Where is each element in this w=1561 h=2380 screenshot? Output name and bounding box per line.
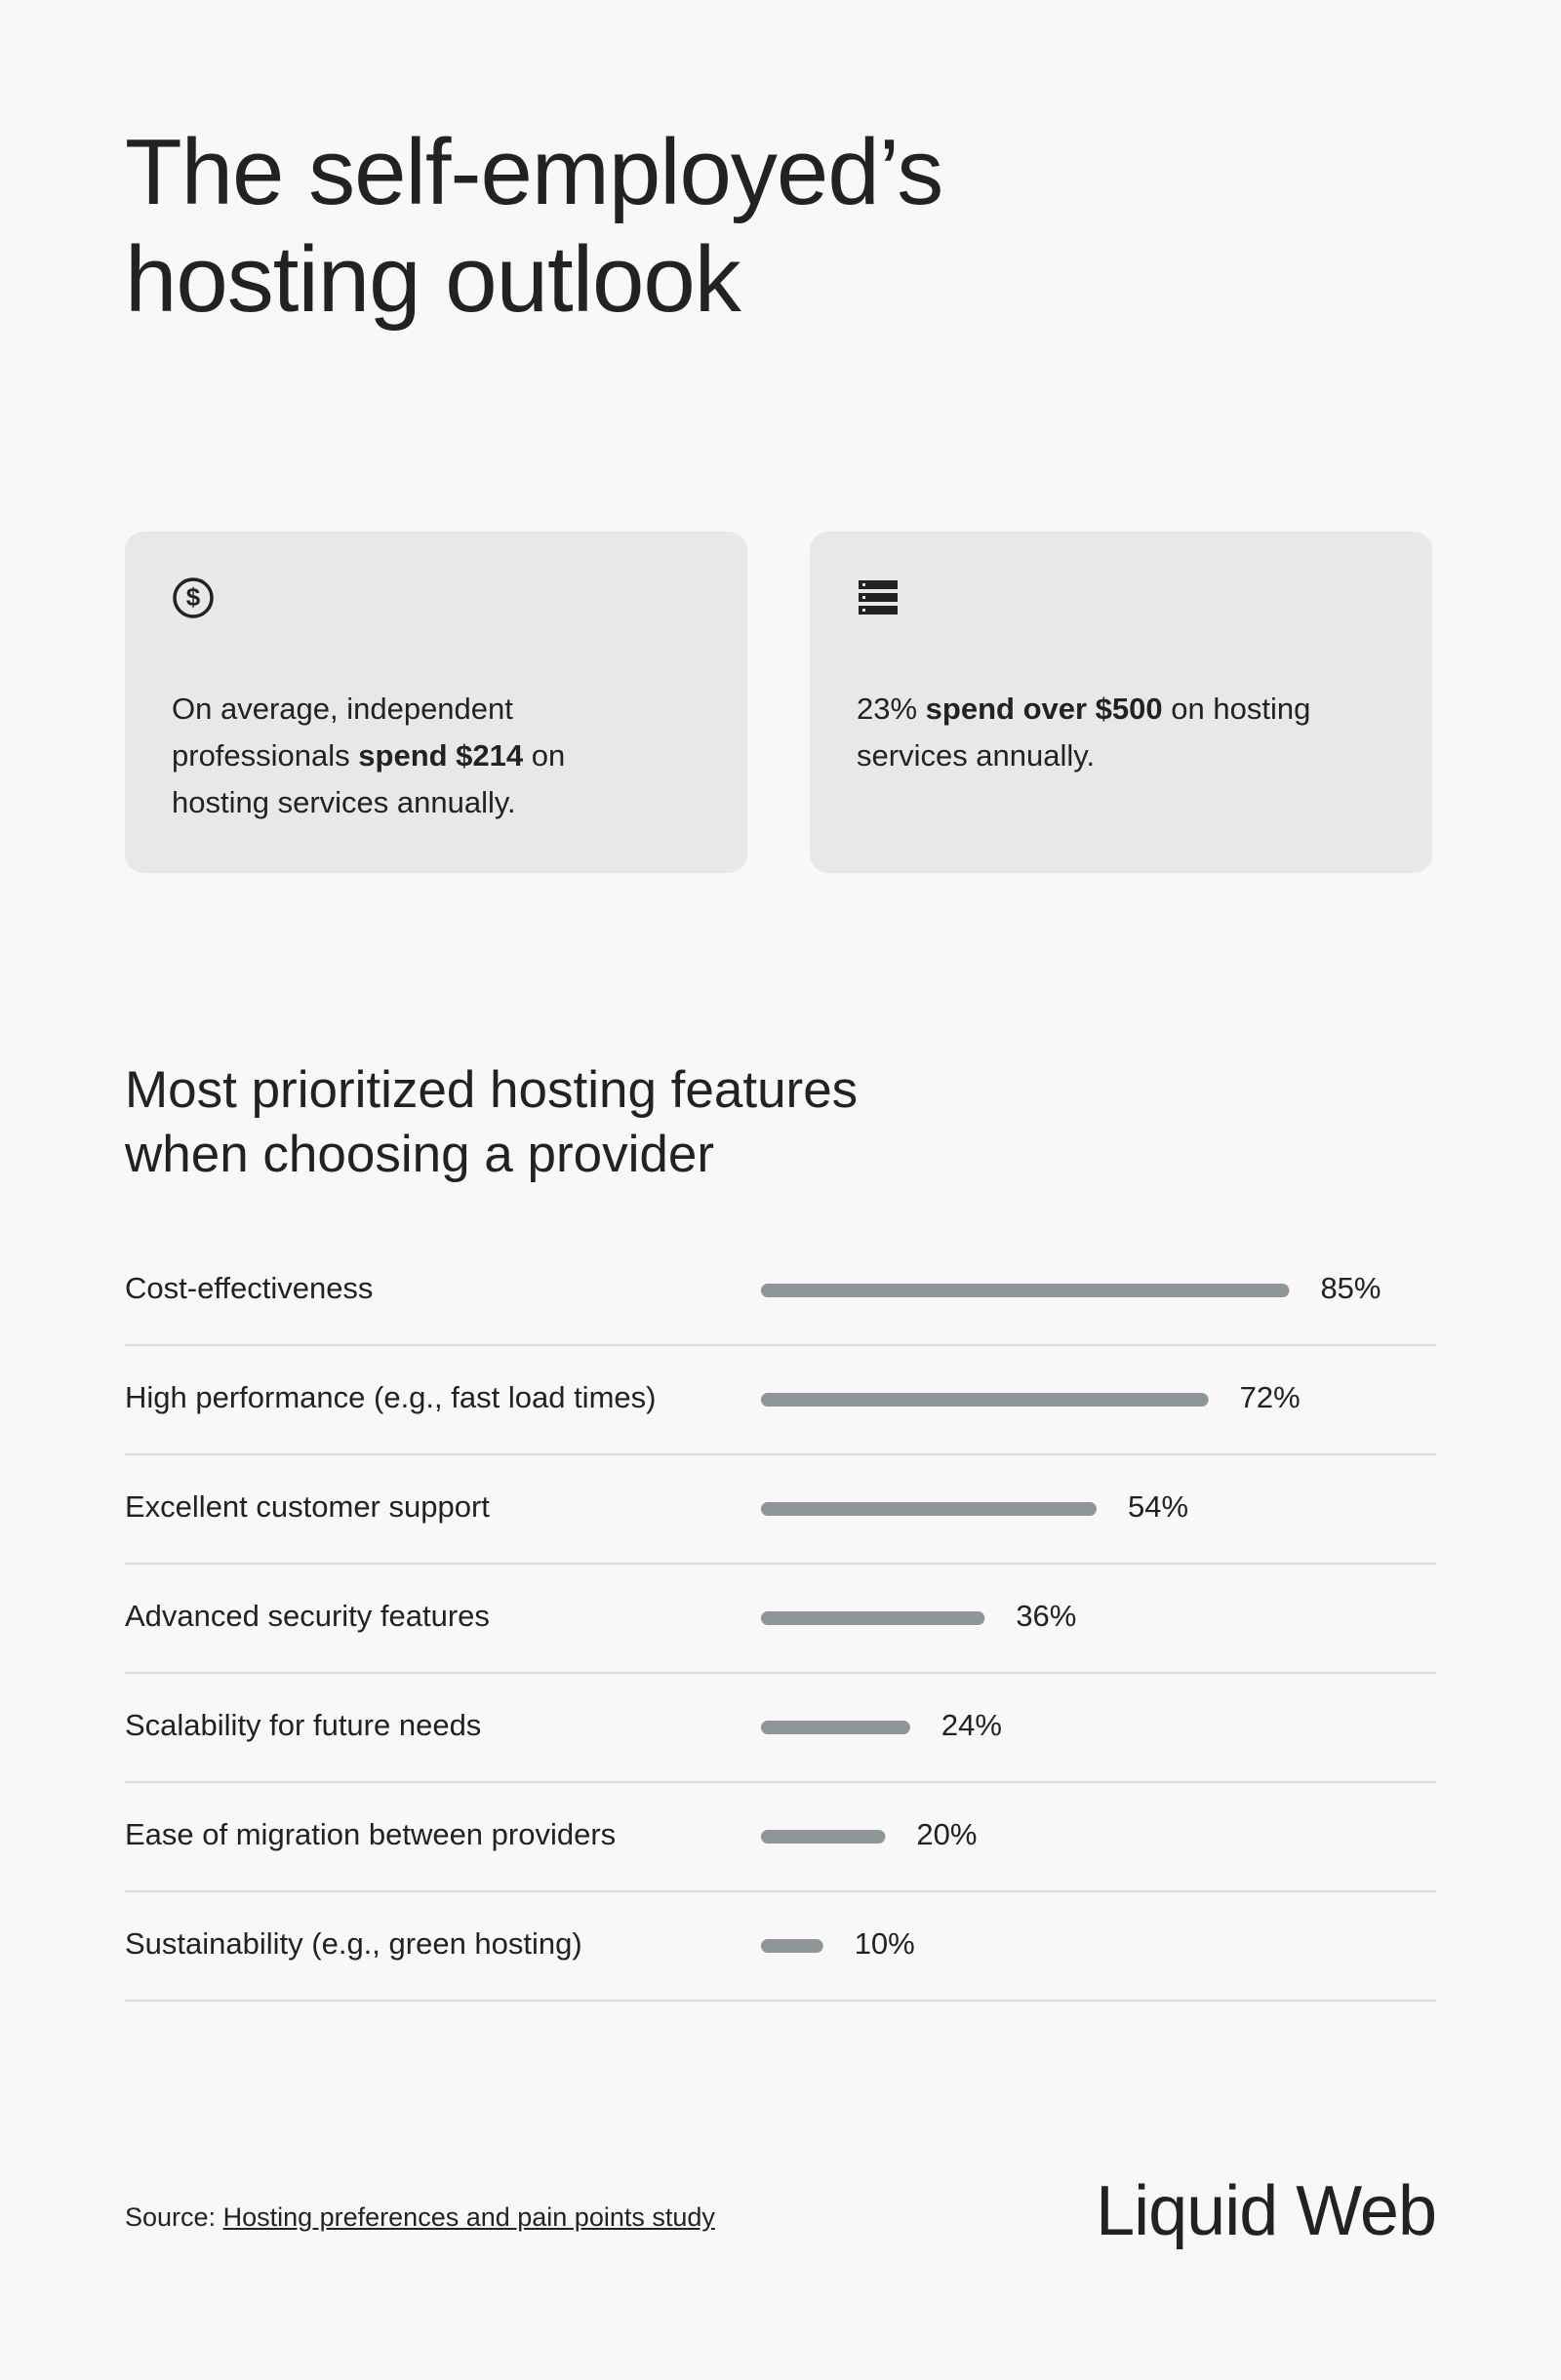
- stat-card: 23% spend over $500 on hosting services …: [810, 532, 1432, 873]
- source: Source: Hosting preferences and pain poi…: [125, 2202, 715, 2233]
- card-text: 23% spend over $500 on hosting services …: [857, 686, 1315, 779]
- chart-title: Most prioritized hosting features when c…: [125, 1061, 859, 1183]
- value-label: 54%: [1128, 1489, 1188, 1524]
- source-label: Source:: [125, 2202, 217, 2232]
- value-label: 20%: [916, 1817, 977, 1851]
- value-label: 85%: [1320, 1271, 1381, 1305]
- svg-text:$: $: [186, 582, 201, 612]
- category-label: High performance (e.g., fast load times): [125, 1380, 656, 1414]
- bar: [761, 1939, 823, 1953]
- text: on hosting services annually.: [172, 738, 566, 819]
- stat-card: $ On average, independent professionals …: [125, 532, 747, 873]
- bold-text: spend over $500: [925, 692, 1163, 726]
- category-label: Cost-effectiveness: [125, 1271, 373, 1305]
- card-text: On average, independent professionals sp…: [172, 686, 630, 826]
- category-label: Sustainability (e.g., green hosting): [125, 1926, 582, 1961]
- value-label: 24%: [941, 1708, 1002, 1742]
- chart: Cost-effectiveness 85% High performance (e…: [125, 1271, 1436, 2002]
- source-link[interactable]: Hosting preferences and pain points stud…: [222, 2202, 715, 2232]
- bar: [761, 1393, 1209, 1407]
- value-label: 72%: [1240, 1380, 1301, 1414]
- bar: [761, 1721, 910, 1734]
- category-label: Advanced security features: [125, 1599, 490, 1633]
- page-title: The self-employed’s hosting outlook: [125, 120, 943, 332]
- bar: [761, 1611, 985, 1625]
- text: on hosting services annually.: [857, 692, 1311, 773]
- bar: [761, 1502, 1097, 1516]
- value-label: 36%: [1016, 1599, 1076, 1633]
- text: On average, independent professionals: [172, 692, 513, 773]
- brand-logo: Liquid Web: [1096, 2172, 1437, 2250]
- bold-text: spend $214: [358, 738, 524, 773]
- category-label: Ease of migration between providers: [125, 1817, 616, 1851]
- value-label: 10%: [855, 1926, 915, 1961]
- dollar-icon: $: [173, 577, 214, 618]
- server-icon: [859, 580, 898, 615]
- category-label: Scalability for future needs: [125, 1708, 481, 1742]
- text: 23%: [857, 692, 926, 726]
- category-label: Excellent customer support: [125, 1489, 490, 1524]
- bar: [761, 1284, 1290, 1297]
- bar: [761, 1830, 886, 1844]
